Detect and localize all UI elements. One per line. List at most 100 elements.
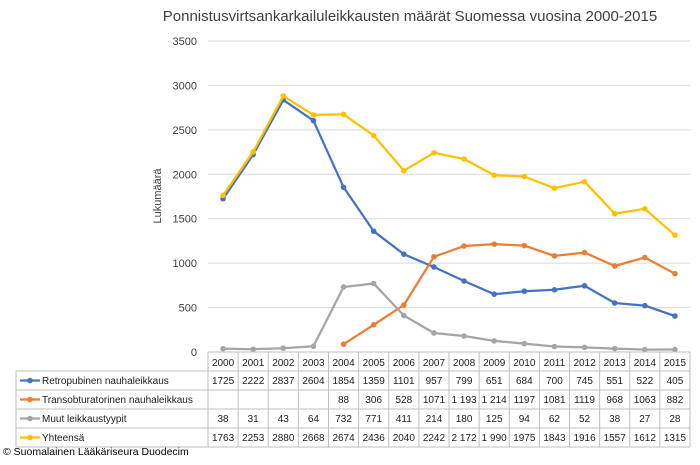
y-tick-label: 0 (191, 347, 197, 359)
data-point (491, 338, 497, 344)
x-tick-label: 2004 (332, 358, 355, 369)
data-point (461, 278, 467, 284)
data-point (310, 343, 317, 350)
data-label: 27 (639, 414, 651, 425)
data-label: 411 (396, 414, 412, 425)
data-point (250, 149, 256, 155)
data-point (551, 253, 558, 259)
data-label: 882 (667, 395, 684, 406)
data-label: 2604 (302, 376, 325, 387)
data-label: 405 (667, 376, 684, 387)
data-label: 1763 (212, 433, 235, 444)
data-point (340, 184, 347, 191)
data-point (340, 341, 347, 347)
data-point (401, 167, 407, 174)
x-tick-label: 2008 (453, 358, 476, 369)
data-point (461, 243, 467, 249)
data-label: 1101 (393, 376, 415, 387)
series-line (342, 242, 676, 346)
data-point (672, 346, 678, 353)
data-label: 732 (335, 414, 352, 425)
data-point (431, 330, 437, 336)
data-point (220, 192, 226, 199)
y-tick-label: 2000 (173, 169, 197, 181)
data-point (310, 112, 317, 118)
data-label: 38 (218, 414, 230, 425)
data-label: 43 (278, 414, 290, 425)
data-point (401, 251, 407, 257)
data-label: 2253 (242, 433, 265, 444)
data-point (581, 178, 588, 185)
data-label: 214 (426, 414, 443, 425)
series-0 (220, 97, 678, 319)
data-label: 1081 (543, 395, 566, 406)
copyright-footer: © Suomalainen Lääkäriseura Duodecim (3, 446, 189, 458)
x-tick-label: 2010 (513, 358, 536, 369)
data-point (461, 156, 467, 162)
data-label: 64 (308, 414, 320, 425)
data-point (340, 111, 347, 118)
data-point (220, 345, 226, 352)
legend-key-marker (27, 415, 33, 422)
data-label: 2436 (363, 433, 386, 444)
data-label: 1612 (634, 433, 657, 444)
x-tick-label: 2003 (302, 358, 325, 369)
gridlines (208, 40, 690, 309)
data-point (581, 344, 588, 351)
data-label: 2 172 (452, 433, 477, 444)
data-point (551, 287, 558, 293)
x-tick-label: 2014 (634, 358, 657, 369)
data-point (340, 284, 347, 290)
data-point (280, 345, 287, 351)
data-point (581, 283, 588, 289)
data-label: 2222 (242, 376, 265, 387)
data-label: 1 193 (452, 395, 477, 406)
y-tick-label: 2500 (173, 125, 197, 137)
series-lines (220, 93, 678, 353)
data-table: 2000 2001 2002 2003 2004 2005 2006 2007 2008 2009… (15, 351, 691, 448)
data-point (431, 254, 437, 260)
data-point (280, 93, 287, 99)
series-line (222, 94, 676, 237)
y-axis-label: Lukumäärä (152, 168, 164, 224)
x-tick-label: 2011 (544, 358, 566, 369)
data-point (642, 302, 648, 309)
chart-title: Ponnistusvirtsankarkailuleikkausten määr… (163, 8, 657, 25)
y-axis-ticks: 0 500 1000 1500 2000 2500 3000 3500 (173, 36, 197, 359)
legend-label: Muut leikkaustyypit (42, 414, 127, 425)
data-label: 62 (549, 414, 561, 425)
data-point (401, 302, 407, 308)
data-label: 1359 (363, 376, 386, 387)
data-label: 700 (546, 376, 563, 387)
data-label: 771 (365, 414, 382, 425)
data-label: 38 (609, 414, 621, 425)
data-label: 551 (606, 376, 623, 387)
data-point (611, 345, 618, 352)
data-point (370, 132, 377, 139)
data-point (551, 185, 558, 192)
data-point (431, 264, 437, 270)
data-label: 528 (395, 395, 412, 406)
data-label: 28 (669, 414, 681, 425)
data-label: 957 (426, 376, 443, 387)
data-label: 2880 (272, 433, 295, 444)
legend-label: Yhteensä (42, 433, 85, 444)
x-tick-label: 2007 (423, 358, 446, 369)
data-point (672, 270, 678, 277)
data-label: 1725 (212, 376, 235, 387)
data-point (521, 242, 528, 249)
y-tick-label: 3000 (173, 80, 197, 92)
data-label: 1975 (513, 433, 536, 444)
data-label: 799 (456, 376, 473, 387)
x-tick-label: 2015 (664, 358, 687, 369)
data-label: 94 (519, 414, 531, 425)
legend-label: Retropubinen nauhaleikkaus (42, 376, 169, 387)
data-label: 1 990 (482, 433, 507, 444)
data-label: 684 (516, 376, 533, 387)
data-label: 1197 (514, 395, 536, 406)
data-point (370, 280, 377, 287)
data-label: 31 (248, 414, 260, 425)
data-label: 1557 (604, 433, 627, 444)
data-point (551, 343, 558, 350)
data-label: 306 (365, 395, 382, 406)
